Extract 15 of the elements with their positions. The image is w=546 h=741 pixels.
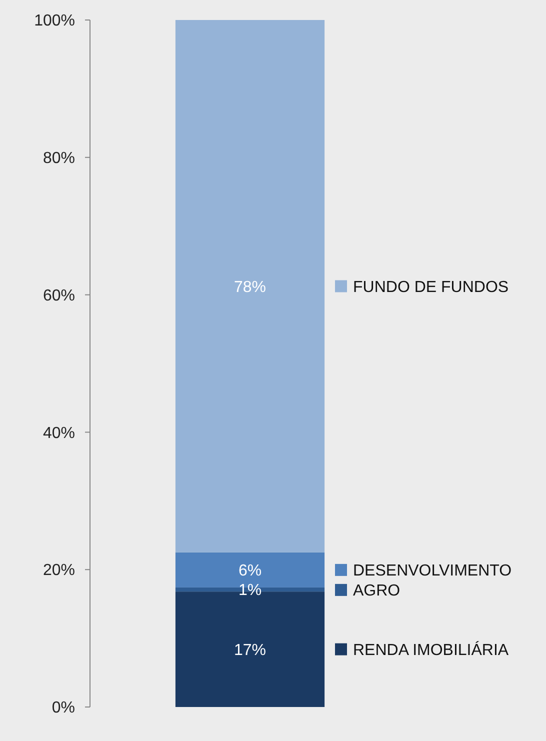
text: 17% [234, 642, 266, 659]
y-tick-label: 80% [42, 150, 75, 167]
legend-label: FUNDO DE FUNDOS [353, 278, 509, 296]
y-tick-label: 0% [52, 700, 75, 717]
text: 1% [238, 582, 262, 600]
y-tick-label: 40% [42, 424, 75, 442]
legend-label: RENDA IMOBILIÁRIA [353, 640, 509, 659]
legend-label: AGRO [353, 582, 400, 600]
y-tick-label: 60% [42, 287, 75, 304]
bar [175, 20, 325, 552]
y-tick-label: 20% [42, 562, 75, 580]
text: 6% [238, 562, 262, 580]
legend-label: DESENVOLVIMENTO [353, 562, 512, 580]
y-tick-label: 100% [34, 12, 75, 30]
text: 78% [234, 278, 266, 296]
